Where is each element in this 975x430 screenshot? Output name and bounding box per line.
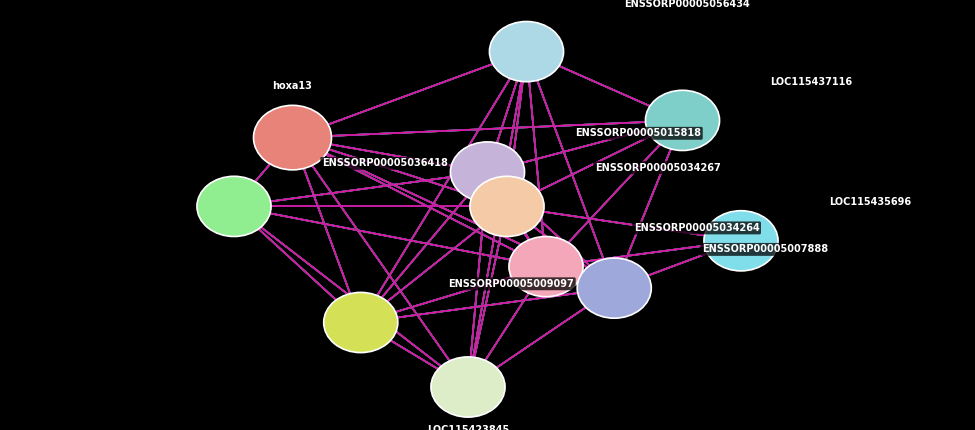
Ellipse shape xyxy=(470,176,544,236)
Ellipse shape xyxy=(704,211,778,271)
Ellipse shape xyxy=(645,90,720,150)
Text: hoxa13: hoxa13 xyxy=(273,81,312,91)
Text: LOC115423845: LOC115423845 xyxy=(427,425,509,430)
Ellipse shape xyxy=(254,105,332,170)
Ellipse shape xyxy=(431,357,505,417)
Text: ENSSORP00005056434: ENSSORP00005056434 xyxy=(624,0,750,9)
Ellipse shape xyxy=(509,237,583,297)
Ellipse shape xyxy=(450,142,525,202)
Ellipse shape xyxy=(197,176,271,236)
Text: ENSSORP00005015818: ENSSORP00005015818 xyxy=(575,128,701,138)
Text: ENSSORP00005034264: ENSSORP00005034264 xyxy=(634,223,760,233)
Text: LOC115435696: LOC115435696 xyxy=(829,197,911,207)
Ellipse shape xyxy=(324,292,398,353)
Text: ENSSORP00005036418: ENSSORP00005036418 xyxy=(322,158,448,169)
Text: LOC115437116: LOC115437116 xyxy=(770,77,852,87)
Text: ENSSORP00005009097: ENSSORP00005009097 xyxy=(448,279,574,289)
Text: ENSSORP00005007888: ENSSORP00005007888 xyxy=(702,244,828,255)
Ellipse shape xyxy=(489,22,564,82)
Ellipse shape xyxy=(577,258,651,318)
Text: ENSSORP00005034267: ENSSORP00005034267 xyxy=(595,163,721,173)
